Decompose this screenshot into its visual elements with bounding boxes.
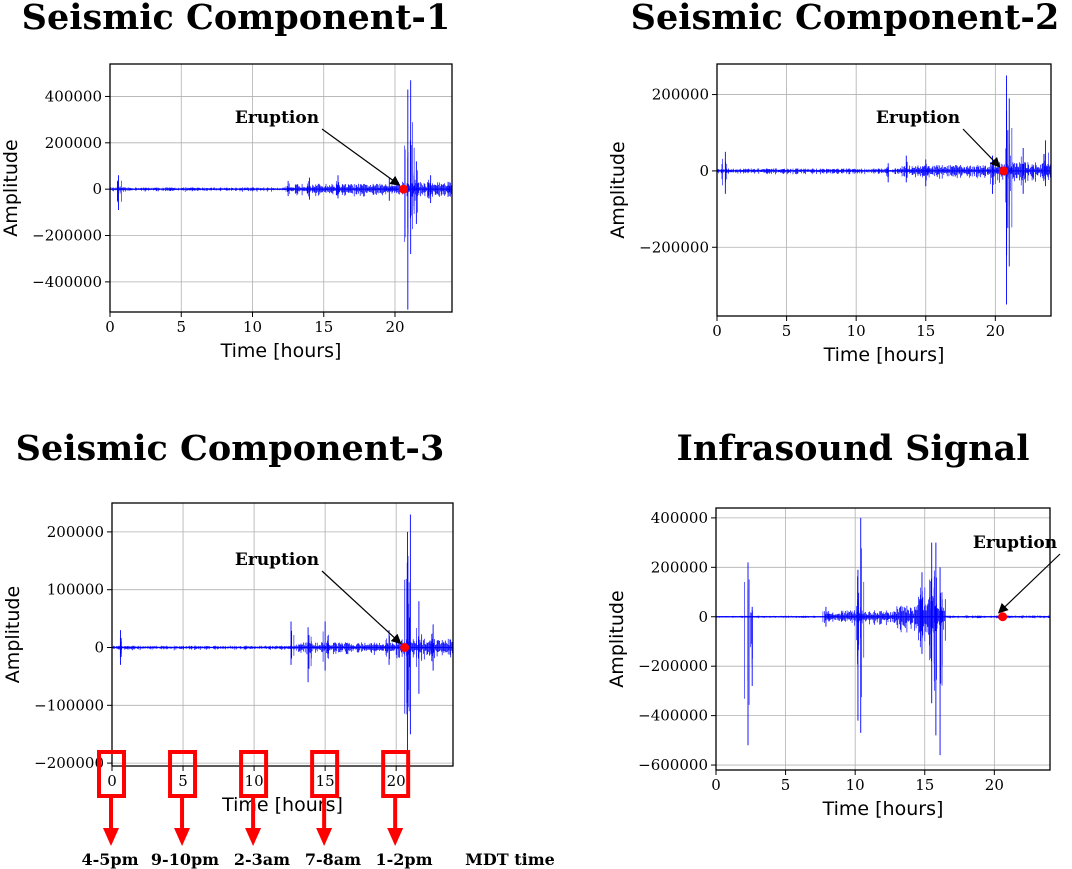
x-tick-label: 20: [985, 776, 1004, 794]
eruption-point: [998, 612, 1008, 622]
eruption-point: [999, 166, 1009, 176]
chart-title: Seismic Component-1: [22, 0, 451, 38]
eruption-label: Eruption: [973, 533, 1057, 553]
signal-series: [109, 80, 453, 310]
y-tick-label: 200000: [47, 523, 104, 541]
y-tick-label: −200000: [638, 657, 708, 675]
y-axis-label: Amplitude: [606, 590, 628, 687]
x-tick-label: 0: [712, 322, 722, 340]
x-tick-label: 10: [245, 772, 264, 790]
eruption-label: Eruption: [235, 108, 319, 128]
eruption-arrow: [997, 553, 1061, 614]
signal-noise-segment: [896, 605, 918, 633]
x-axis-label: Time [hours]: [823, 344, 945, 366]
time-arrow-head: [245, 828, 262, 846]
eruption-arrow: [962, 128, 1001, 168]
eruption-label: Eruption: [876, 108, 960, 128]
signal-series: [111, 514, 453, 761]
y-tick-label: −200000: [639, 238, 709, 256]
x-axis-label: Time [hours]: [822, 798, 944, 820]
x-tick-label: 10: [846, 776, 865, 794]
time-arrow-head: [316, 828, 333, 846]
plot-frame: [716, 63, 1052, 317]
y-tick-label: 0: [699, 162, 709, 180]
y-tick-label: 200000: [45, 134, 102, 152]
mdt-time-label: 2-3am: [234, 850, 290, 869]
chart-panel-4: Infrasound Signal 0 5 10 15 20 −600000 −400000 −…: [606, 428, 1061, 820]
y-tick-label: −100000: [34, 696, 104, 714]
y-tick-label: −600000: [638, 756, 708, 774]
x-tick-label: 20: [387, 772, 406, 790]
x-tick-label: 10: [243, 318, 262, 336]
chart-title: Infrasound Signal: [676, 428, 1029, 469]
x-tick-label: 5: [781, 776, 791, 794]
x-tick-label: 0: [107, 772, 117, 790]
chart-title: Seismic Component-3: [16, 428, 445, 469]
plot-frame: [715, 507, 1051, 771]
y-tick-label: 200000: [652, 86, 709, 104]
plot-frame: [109, 63, 453, 313]
eruption-arrow: [321, 570, 402, 645]
chart-panel-1: Seismic Component-1 0 5 10 15 20 −400000 −20000…: [0, 0, 453, 362]
mdt-time-suffix: MDT time: [465, 850, 555, 869]
time-arrow-head: [387, 828, 404, 846]
x-tick-label: 5: [178, 772, 188, 790]
x-tick-label: 0: [711, 776, 721, 794]
x-tick-label: 15: [316, 772, 335, 790]
time-arrow-head: [103, 828, 119, 846]
x-tick-label: 5: [176, 318, 186, 336]
y-tick-label: 0: [92, 180, 102, 198]
mdt-time-label: 4-5pm: [81, 850, 138, 869]
eruption-point: [399, 184, 409, 194]
x-tick-label: 10: [847, 322, 866, 340]
y-tick-label: 100000: [47, 581, 104, 599]
mdt-time-label: 9-10pm: [151, 850, 219, 869]
x-tick-label: 20: [385, 318, 404, 336]
x-axis-label: Time [hours]: [220, 340, 342, 362]
y-axis-label: Amplitude: [0, 139, 22, 236]
y-axis-label: Amplitude: [2, 586, 24, 683]
signal-series: [715, 517, 1051, 756]
y-tick-label: −400000: [32, 273, 102, 291]
plot-frame: [111, 502, 454, 767]
x-tick-label: 15: [314, 318, 333, 336]
y-tick-label: 400000: [45, 87, 102, 105]
x-tick-label: 15: [916, 322, 935, 340]
y-axis-label: Amplitude: [607, 141, 629, 238]
y-tick-label: −400000: [638, 707, 708, 725]
signal-noise-segment: [897, 165, 996, 179]
mdt-time-mapping: 4-5pm 9-10pm 2-3am 7-8am 1-2pm MDT time: [81, 750, 555, 869]
eruption-point: [400, 643, 410, 653]
y-tick-label: −200000: [32, 227, 102, 245]
eruption-label: Eruption: [235, 550, 319, 570]
mdt-time-label: 1-2pm: [375, 850, 432, 869]
x-tick-label: 5: [782, 322, 792, 340]
chart-title: Seismic Component-2: [631, 0, 1060, 38]
y-tick-label: −200000: [34, 754, 104, 772]
eruption-arrow: [321, 128, 401, 186]
x-tick-label: 0: [105, 318, 115, 336]
chart-panel-3: Seismic Component-3 0 5 10 15 20 −200000 −10000…: [2, 428, 454, 816]
x-tick-label: 20: [986, 322, 1005, 340]
signal-noise-segment: [294, 183, 395, 197]
y-tick-label: 0: [94, 639, 104, 657]
y-tick-label: 0: [698, 608, 708, 626]
chart-panel-2: Seismic Component-2 0 5 10 15 20 −200000 0 20000…: [607, 0, 1059, 366]
time-arrow-head: [174, 828, 191, 846]
y-tick-label: 200000: [651, 558, 708, 576]
y-tick-label: 400000: [651, 509, 708, 527]
x-tick-label: 15: [915, 776, 934, 794]
mdt-time-label: 7-8am: [305, 850, 361, 869]
